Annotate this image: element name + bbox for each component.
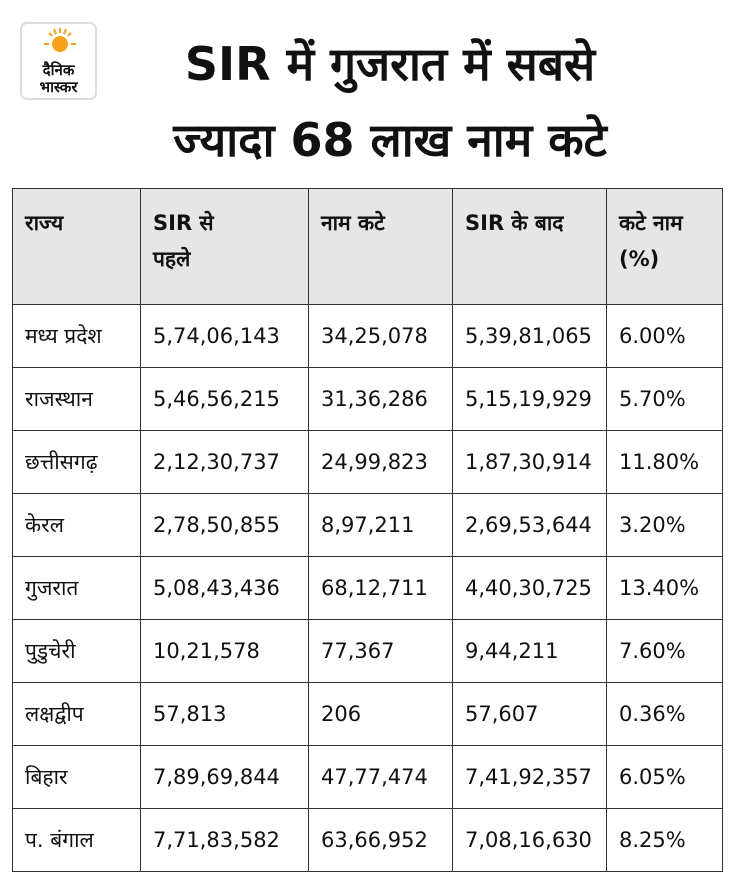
table-cell: 57,813 <box>140 682 309 746</box>
table-cell: 2,78,50,855 <box>140 493 309 557</box>
table-cell: केरल <box>12 493 141 557</box>
column-header-text: नाम कटे <box>321 211 385 235</box>
column-header: SIR से पहले <box>140 188 309 305</box>
table-cell: प. बंगाल <box>12 808 141 872</box>
table-cell: 47,77,474 <box>308 745 453 809</box>
column-header: राज्य <box>12 188 141 305</box>
table-cell: 68,12,711 <box>308 556 453 620</box>
data-table: राज्य SIR से पहले नाम कटे SIR के बाद कटे नाम… <box>12 188 723 872</box>
header-row: राज्य SIR से पहले नाम कटे SIR के बाद कटे नाम… <box>12 188 723 305</box>
table-cell: 0.36% <box>606 682 723 746</box>
logo-text: भास्कर <box>39 78 78 96</box>
logo-sun <box>44 28 76 52</box>
column-header: SIR के बाद <box>452 188 607 305</box>
table-cell: 5,74,06,143 <box>140 304 309 368</box>
logo-text: दैनिक <box>42 61 75 79</box>
table-cell: 5,15,19,929 <box>452 367 607 431</box>
column-header-text: SIR के बाद <box>465 211 564 235</box>
table-row: पुडुचेरी 10,21,578 77,367 9,44,211 7.60% <box>12 619 723 683</box>
table-cell: 57,607 <box>452 682 607 746</box>
table-cell: 7,08,16,630 <box>452 808 607 872</box>
table-cell: लक्षद्वीप <box>12 682 141 746</box>
table-cell: 7.60% <box>606 619 723 683</box>
table-cell: 9,44,211 <box>452 619 607 683</box>
table-cell: 6.05% <box>606 745 723 809</box>
table-row: लक्षद्वीप 57,813 206 57,607 0.36% <box>12 682 723 746</box>
table-cell: मध्य प्रदेश <box>12 304 141 368</box>
table-cell: 5.70% <box>606 367 723 431</box>
table-cell: 63,66,952 <box>308 808 453 872</box>
column-header-text: SIR से पहले <box>153 211 214 271</box>
table-cell: 8,97,211 <box>308 493 453 557</box>
table-cell: 6.00% <box>606 304 723 368</box>
table-cell: 1,87,30,914 <box>452 430 607 494</box>
table-cell: 7,71,83,582 <box>140 808 309 872</box>
column-header-text: राज्य <box>25 211 64 235</box>
table-cell: 11.80% <box>606 430 723 494</box>
table-cell: 10,21,578 <box>140 619 309 683</box>
title-line: ज्यादा 68 लाख नाम कटे <box>173 113 607 167</box>
table-cell: 5,08,43,436 <box>140 556 309 620</box>
table-row: प. बंगाल 7,71,83,582 63,66,952 7,08,16,630 8… <box>12 808 723 872</box>
column-header: नाम कटे <box>308 188 453 305</box>
table-cell: 13.40% <box>606 556 723 620</box>
table-cell: 7,89,69,844 <box>140 745 309 809</box>
table-cell: 5,46,56,215 <box>140 367 309 431</box>
table-row: राजस्थान 5,46,56,215 31,36,286 5,15,19,929 5… <box>12 367 723 431</box>
table-cell: 3.20% <box>606 493 723 557</box>
table-cell: 24,99,823 <box>308 430 453 494</box>
column-header: कटे नाम (%) <box>606 188 723 305</box>
column-header-text: कटे नाम (%) <box>619 211 683 271</box>
table-cell: 5,39,81,065 <box>452 304 607 368</box>
table-cell: 206 <box>308 682 453 746</box>
table-cell: 31,36,286 <box>308 367 453 431</box>
table-cell: 2,12,30,737 <box>140 430 309 494</box>
table-cell: छत्तीसगढ़ <box>12 430 141 494</box>
table-row: छत्तीसगढ़ 2,12,30,737 24,99,823 1,87,30,914… <box>12 430 723 494</box>
table-cell: गुजरात <box>12 556 141 620</box>
table-cell: बिहार <box>12 745 141 809</box>
table-cell: 77,367 <box>308 619 453 683</box>
title-line: SIR में गुजरात में सबसे <box>184 37 596 91</box>
table-cell: 8.25% <box>606 808 723 872</box>
table-cell: 4,40,30,725 <box>452 556 607 620</box>
table-row: गुजरात 5,08,43,436 68,12,711 4,40,30,725 13.… <box>12 556 723 620</box>
title: SIR में गुजरात में सबसे ज्यादा 68 लाख ना… <box>110 26 670 178</box>
table-cell: 7,41,92,357 <box>452 745 607 809</box>
table-row: केरल 2,78,50,855 8,97,211 2,69,53,644 3.20% <box>12 493 723 557</box>
logo: दैनिक भास्कर <box>20 22 97 100</box>
table-row: बिहार 7,89,69,844 47,77,474 7,41,92,357 6.05… <box>12 745 723 809</box>
table-body: मध्य प्रदेश 5,74,06,143 34,25,078 5,39,81,0… <box>12 304 723 872</box>
table-cell: राजस्थान <box>12 367 141 431</box>
table-row: मध्य प्रदेश 5,74,06,143 34,25,078 5,39,81,0… <box>12 304 723 368</box>
table-cell: पुडुचेरी <box>12 619 141 683</box>
table-cell: 34,25,078 <box>308 304 453 368</box>
table-cell: 2,69,53,644 <box>452 493 607 557</box>
